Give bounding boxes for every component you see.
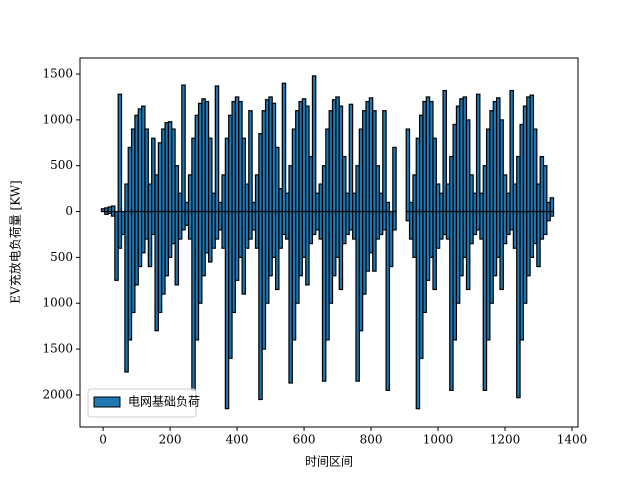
bar — [248, 110, 253, 213]
plot-frame — [79, 57, 579, 428]
bar — [385, 210, 391, 391]
y-tick-label: 0 — [65, 204, 73, 218]
bar — [382, 110, 387, 213]
bar — [388, 210, 394, 268]
bar — [305, 210, 310, 286]
legend-label: 电网基础负荷 — [128, 395, 200, 409]
bar — [549, 197, 555, 213]
bar — [392, 210, 397, 231]
bar — [432, 210, 437, 291]
y-tick-label: 1000 — [42, 112, 73, 126]
x-axis-label: 时间区间 — [305, 455, 353, 469]
bar — [372, 210, 377, 272]
bar — [311, 75, 317, 213]
bar — [181, 84, 186, 213]
bar — [385, 201, 391, 213]
y-axis-label: EV充放电负荷量 [KW] — [8, 180, 23, 303]
bar — [549, 210, 555, 217]
y-tick-label: 2000 — [42, 387, 73, 401]
x-tick-label: 600 — [293, 433, 316, 447]
bar — [392, 146, 397, 213]
y-tick-label: 1500 — [42, 67, 73, 81]
bar — [214, 85, 220, 213]
x-tick-label: 400 — [226, 433, 249, 447]
bar — [542, 210, 548, 236]
bar — [174, 210, 180, 286]
x-tick-label: 1200 — [490, 433, 521, 447]
y-tick-label: 1000 — [42, 296, 73, 310]
bar — [241, 210, 247, 295]
x-tick-label: 800 — [360, 433, 383, 447]
y-tick-label: 500 — [50, 158, 73, 172]
bar — [147, 210, 153, 268]
legend-swatch — [93, 396, 121, 408]
x-tick-label: 200 — [159, 433, 182, 447]
bar — [274, 210, 280, 291]
x-tick-label: 1000 — [423, 433, 454, 447]
y-tick-label: 1500 — [42, 342, 73, 356]
legend-box — [87, 388, 197, 418]
bar — [281, 82, 287, 213]
bar — [499, 210, 504, 291]
x-tick-label: 0 — [99, 433, 107, 447]
y-tick-label: 500 — [50, 250, 73, 264]
bar — [465, 210, 471, 291]
bar — [110, 205, 116, 213]
bar — [405, 128, 411, 213]
bar — [338, 210, 344, 291]
bar — [117, 93, 123, 213]
x-tick-label: 1400 — [557, 433, 588, 447]
